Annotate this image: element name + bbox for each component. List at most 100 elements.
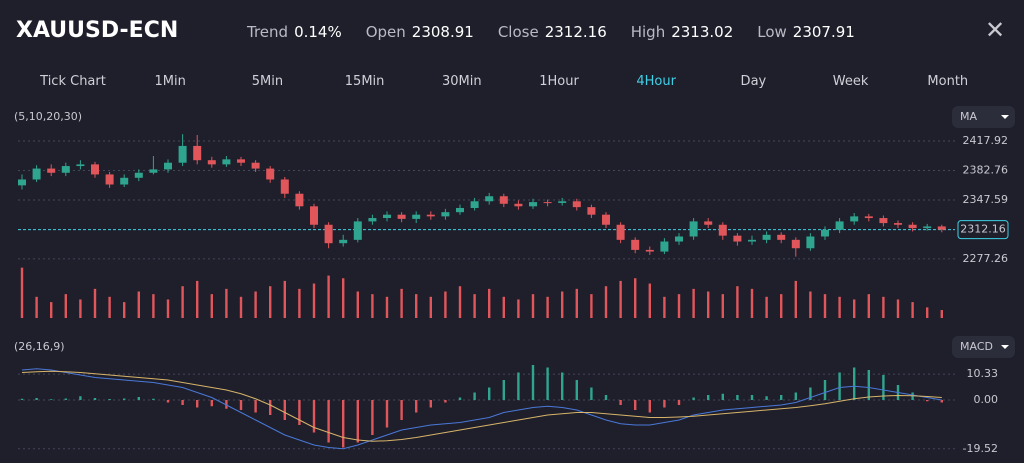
volume-bar [385, 296, 389, 318]
macd-histogram-bar [356, 400, 359, 443]
indicator-button[interactable] [952, 106, 1015, 128]
signal-line [21, 370, 942, 442]
stat-label: Close [497, 23, 539, 41]
macd-histogram-bar [254, 400, 257, 413]
candle-body [105, 174, 114, 185]
macd-histogram-bar [400, 400, 403, 420]
volume-bar [181, 286, 184, 318]
macd-histogram-bar [327, 400, 330, 443]
volume-bar [356, 291, 359, 318]
candle-body [631, 239, 640, 250]
close-button[interactable]: ✕ [985, 16, 1006, 44]
candle-body [733, 235, 742, 242]
macd-histogram-bar [838, 372, 841, 400]
stat-label: Trend [247, 23, 289, 41]
timeframe[interactable]: 1Hour [539, 74, 579, 89]
volume-bar [692, 288, 695, 318]
volume-bar [765, 296, 768, 318]
macd-histogram-bar [531, 365, 535, 400]
volume-bar [488, 288, 491, 318]
candle-body [324, 224, 333, 244]
volume-bar [108, 296, 111, 318]
volume-bar [780, 294, 783, 318]
timeframe[interactable]: 15Min [344, 74, 385, 89]
candle-body [412, 214, 421, 219]
macd-histogram-bar [35, 398, 38, 400]
macd-histogram-bar [517, 372, 520, 400]
volume-bar [225, 288, 228, 318]
timeframe[interactable]: 5Min [251, 74, 284, 89]
timeframe[interactable]: 4Hour [636, 74, 676, 89]
candle-body [937, 226, 946, 230]
timeframe[interactable]: Day [740, 74, 767, 89]
indicator-button[interactable] [952, 336, 1015, 358]
candle-body [18, 179, 26, 186]
macd-histogram-bar [765, 396, 768, 400]
candle-body [149, 169, 158, 173]
volume-bar [823, 294, 827, 318]
macd-histogram-bar [692, 397, 695, 400]
volume-bar [327, 275, 330, 318]
candle-body [339, 239, 348, 244]
timeframe[interactable]: Week [832, 74, 869, 89]
volume-bar [473, 294, 476, 318]
macd-histogram-bar [809, 387, 812, 400]
candle-body [572, 201, 581, 208]
candle-body [894, 223, 902, 225]
timeframe[interactable]: 1Min [154, 74, 186, 89]
candle-body [120, 177, 129, 185]
candle-body [777, 234, 786, 240]
macd-histogram-bar [736, 395, 739, 400]
volume-bar [254, 291, 257, 318]
volume-bar [152, 294, 155, 318]
candle-body [660, 241, 669, 252]
candle-body [193, 145, 202, 161]
macd-histogram-bar [794, 392, 797, 400]
candle-body [280, 179, 289, 194]
volume-bar [648, 283, 651, 318]
volume-bar [50, 302, 53, 318]
macd-histogram-bar [926, 400, 929, 402]
candle-body [426, 214, 435, 217]
candle-body [499, 196, 508, 204]
macd-histogram-bar [64, 398, 67, 400]
timeframe[interactable]: Month [927, 74, 969, 89]
macd-histogram-bar [502, 380, 505, 400]
stat-value: 2307.91 [792, 23, 855, 41]
candle-body [295, 193, 304, 207]
candle-body [76, 164, 85, 167]
timeframe[interactable]: 30Min [441, 74, 482, 89]
macd-histogram-bar [663, 400, 666, 408]
volume-bar [79, 299, 82, 318]
macd-histogram-bar [137, 397, 140, 400]
macd-histogram-bar [269, 400, 272, 415]
y-tick-label: 2347.59 [963, 193, 1009, 206]
macd-histogram-bar [780, 395, 783, 400]
macd-histogram-bar [298, 400, 301, 425]
macd-histogram-bar [50, 399, 53, 400]
y-tick-label: 2417.92 [963, 134, 1009, 147]
stat: Open 2308.91 [366, 23, 474, 41]
timeframe[interactable]: Tick Chart [40, 74, 106, 89]
candle-body [879, 218, 888, 224]
macd-histogram-bar [575, 380, 578, 400]
indicator-button-label: MA [960, 110, 977, 123]
volume-bar [838, 296, 841, 318]
candle-body [558, 201, 567, 203]
volume-bar [35, 296, 38, 318]
candle-body [616, 224, 625, 240]
stat-value: 2308.91 [411, 23, 474, 41]
macd-histogram-bar [152, 398, 155, 400]
candle-body [222, 159, 231, 165]
candle-body [514, 203, 523, 207]
stat-value: 0.14% [294, 23, 342, 41]
current-price-box [957, 220, 1009, 240]
volume-bar [93, 288, 97, 318]
macd-histogram-bar [20, 398, 24, 400]
candle-body [61, 166, 70, 173]
candle-body [602, 214, 610, 225]
volume-bar [882, 296, 885, 318]
macd-histogram-bar [385, 400, 389, 428]
candle-body [821, 229, 829, 237]
